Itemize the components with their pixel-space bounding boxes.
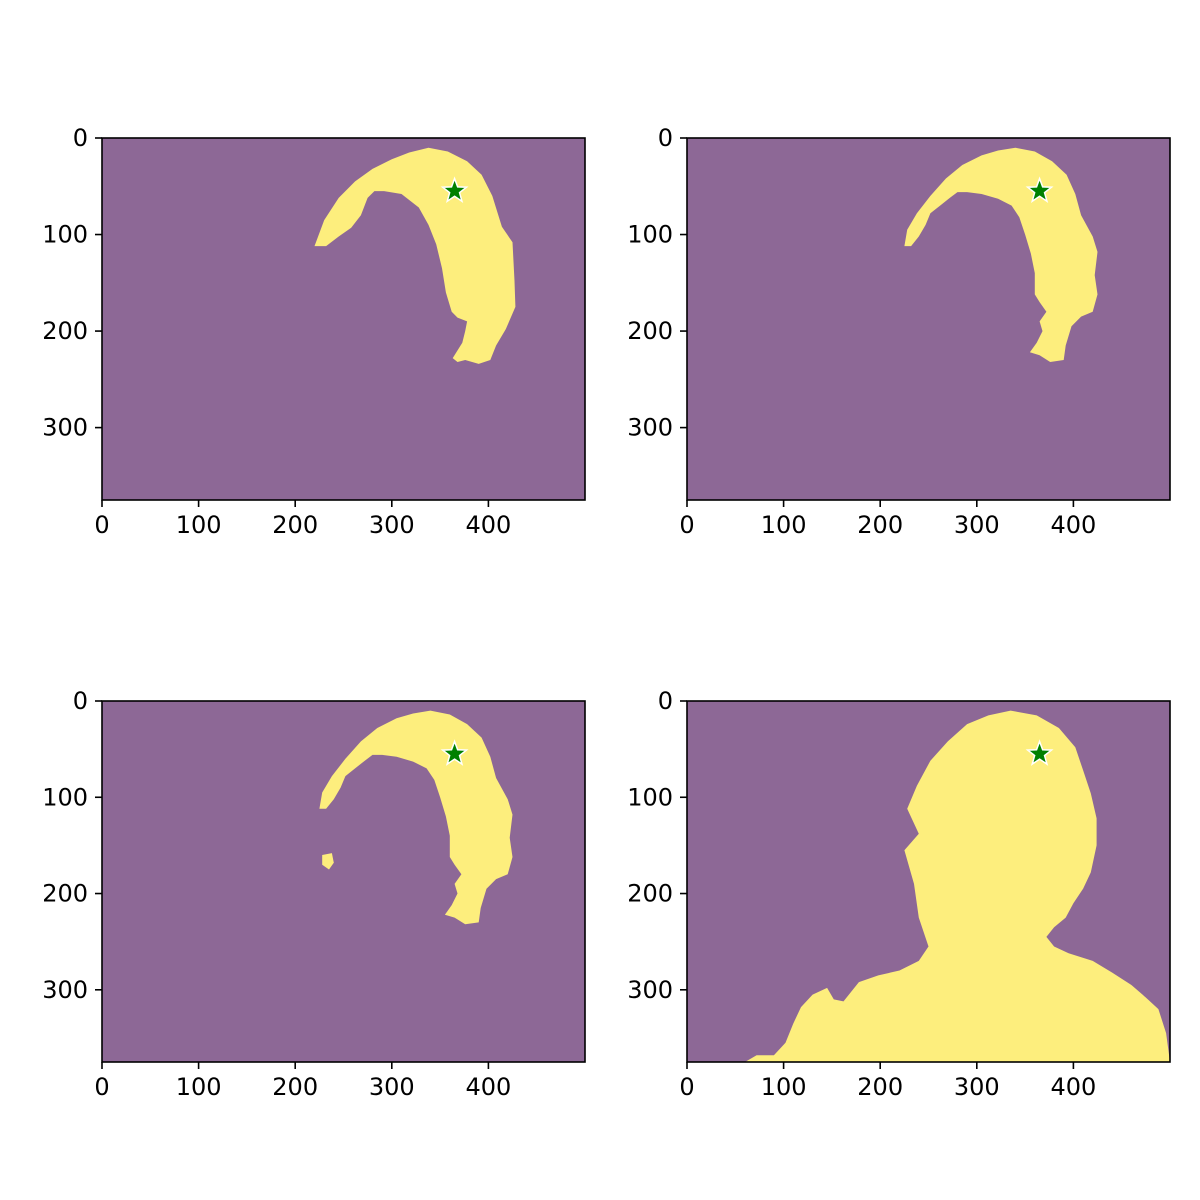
y-tick-label: 200 [42,880,88,908]
x-tick-label: 100 [761,511,807,539]
x-tick-label: 0 [94,511,109,539]
panel-bottom-left: 0 100 200 300 400 0 100 200 300 [42,687,586,1101]
y-tick-label: 300 [42,976,88,1004]
y-tick-label: 100 [627,221,673,249]
y-tick-label: 0 [658,687,673,715]
axes-frame [686,137,1171,501]
x-tick-label: 200 [857,1073,903,1101]
mask-region [745,710,1170,1062]
y-tick-label: 200 [627,880,673,908]
y-tick-label: 100 [627,783,673,811]
panel-top-left: 0 100 200 300 400 0 100 200 300 [42,124,586,539]
y-tick-label: 0 [658,124,673,152]
x-tick-label: 200 [272,1073,318,1101]
x-tick-label: 100 [761,1073,807,1101]
panel-bottom-right: 0 100 200 300 400 0 100 200 300 [627,687,1171,1101]
y-tick-label: 100 [42,783,88,811]
x-tick-label: 300 [954,511,1000,539]
panel-top-right: 0 100 200 300 400 0 100 200 300 [627,124,1171,539]
y-tick-label: 300 [42,414,88,442]
y-tick-label: 0 [73,124,88,152]
y-tick-label: 100 [42,221,88,249]
x-tick-label: 0 [94,1073,109,1101]
y-tick-label: 300 [627,414,673,442]
mask-region [904,147,1098,362]
point-marker-star [1025,739,1054,766]
x-tick-label: 200 [272,511,318,539]
x-tick-label: 0 [679,511,694,539]
x-tick-label: 100 [176,1073,222,1101]
panels: 0 100 200 300 400 0 100 200 300 0 100 200 300 400 0 100… [42,124,1171,1101]
axes-frame [686,700,1171,1063]
image-background [102,701,585,1062]
point-marker-star [440,176,469,203]
axes-frame [101,137,586,501]
y-tick-label: 200 [42,317,88,345]
x-tick-label: 300 [954,1073,1000,1101]
x-tick-label: 400 [1050,511,1096,539]
x-tick-label: 100 [176,511,222,539]
mask-region [314,147,516,364]
y-tick-label: 300 [627,976,673,1004]
point-marker-star [440,739,469,766]
axes-frame [101,700,586,1063]
x-tick-label: 300 [369,1073,415,1101]
mask-layer [904,147,1098,362]
x-tick-label: 400 [1050,1073,1096,1101]
mask-layer [314,147,516,364]
mask-region [319,710,513,925]
image-background [102,138,585,500]
y-tick-label: 200 [627,317,673,345]
mask-layer [745,710,1170,1062]
x-tick-label: 0 [679,1073,694,1101]
point-marker-star [1025,176,1054,203]
image-background [687,138,1170,500]
x-tick-label: 300 [369,511,415,539]
mask-layer [319,710,513,925]
mask-region [322,853,334,870]
x-tick-label: 400 [465,1073,511,1101]
x-tick-label: 400 [465,511,511,539]
y-tick-label: 0 [73,687,88,715]
x-tick-label: 200 [857,511,903,539]
